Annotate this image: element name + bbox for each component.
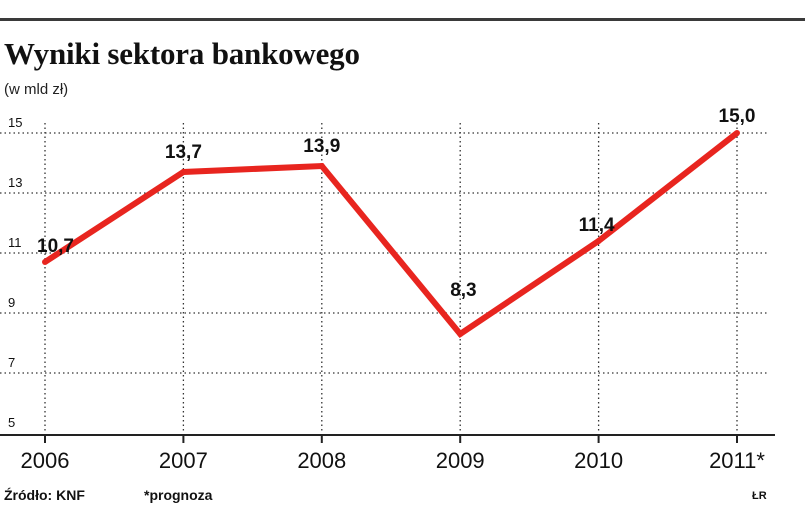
x-tick-label: 2010 (574, 448, 623, 473)
y-tick-label: 9 (8, 295, 15, 310)
data-label: 11,4 (579, 215, 615, 236)
data-point (595, 238, 602, 244)
author-credit: ŁR (752, 490, 767, 502)
data-point (318, 163, 325, 169)
data-label: 13,7 (165, 142, 202, 163)
y-tick-label: 15 (8, 115, 22, 130)
data-label: 10,7 (37, 236, 74, 257)
chart-title: Wyniki sektora bankowego (4, 36, 360, 71)
data-label: 15,0 (719, 106, 756, 127)
chart-subtitle: (w mld zł) (4, 81, 69, 98)
data-point (42, 259, 48, 265)
data-label: 8,3 (450, 280, 476, 301)
data-point (180, 169, 187, 175)
x-tick-label: 2009 (436, 448, 485, 473)
x-tick-label: 2007 (159, 448, 208, 473)
y-tick-label: 13 (8, 175, 22, 190)
source-note: Źródło: KNF (4, 487, 85, 503)
data-point (734, 130, 740, 136)
forecast-note: *prognoza (144, 487, 213, 503)
x-tick-label: 2006 (21, 448, 70, 473)
data-point (457, 331, 464, 337)
x-tick-label: 2011* (709, 448, 765, 473)
y-tick-label: 5 (8, 415, 15, 430)
data-label: 13,9 (303, 136, 340, 157)
y-tick-label: 7 (8, 355, 15, 370)
x-tick-label: 2008 (297, 448, 346, 473)
top-rule (0, 18, 805, 21)
series-line (43, 130, 739, 339)
y-tick-label: 11 (8, 235, 22, 250)
